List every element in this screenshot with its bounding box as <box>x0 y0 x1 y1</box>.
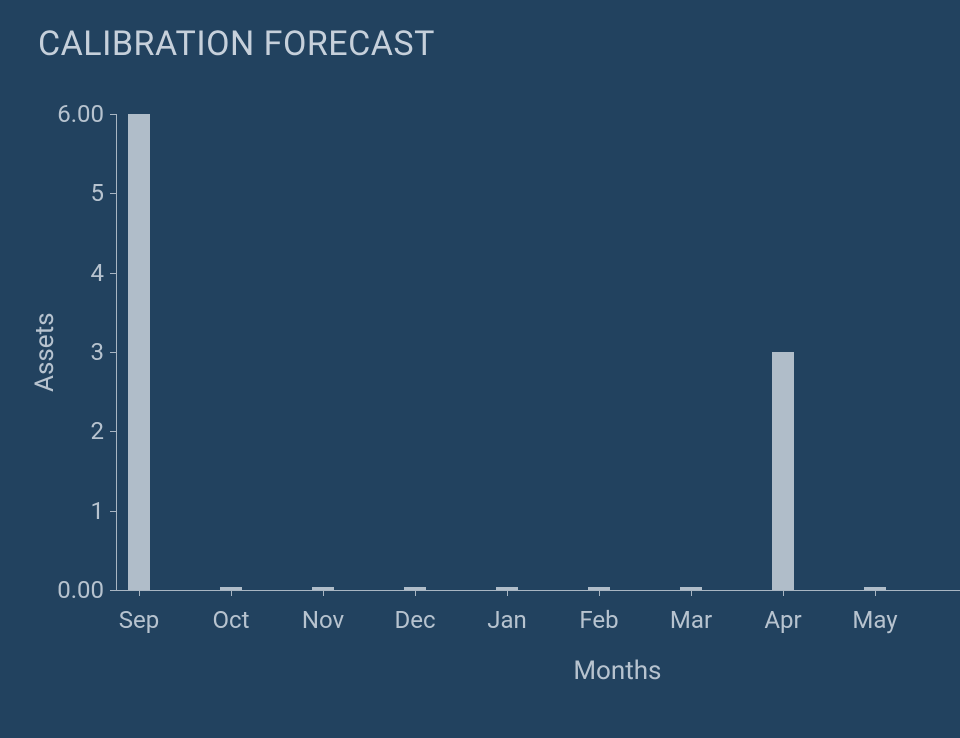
x-tick <box>599 590 600 596</box>
y-tick-label: 1 <box>91 497 105 525</box>
x-tick <box>323 590 324 596</box>
bar <box>220 587 242 590</box>
x-tick-label: Feb <box>579 606 618 634</box>
x-tick-label: Dec <box>394 606 435 634</box>
x-axis-line <box>116 590 960 591</box>
y-tick-label: 0.00 <box>57 576 104 604</box>
x-tick-label: Nov <box>302 606 344 634</box>
x-tick <box>507 590 508 596</box>
y-tick-label: 4 <box>91 259 105 287</box>
y-tick <box>110 590 116 591</box>
y-axis-title: Assets <box>30 312 60 392</box>
bar <box>588 587 610 590</box>
x-tick-label: Sep <box>119 606 159 634</box>
bar <box>864 587 886 590</box>
x-tick <box>691 590 692 596</box>
x-tick-label: Apr <box>764 606 801 634</box>
x-tick-label: Oct <box>213 606 250 634</box>
x-tick-label: May <box>852 606 897 634</box>
x-tick-label: Mar <box>670 606 712 634</box>
chart-area: 0.00 1 2 3 4 5 6.00 Sep Oct Nov Dec Jan Feb Mar Apr Ma… <box>0 0 960 738</box>
y-tick-label: 5 <box>91 179 105 207</box>
bar <box>404 587 426 590</box>
y-tick-label: 6.00 <box>57 100 104 128</box>
bar <box>128 114 150 590</box>
y-tick-label: 3 <box>91 338 105 366</box>
x-tick <box>139 590 140 596</box>
x-tick <box>231 590 232 596</box>
plot-region <box>116 114 960 590</box>
y-tick-label: 2 <box>91 417 105 445</box>
bar <box>680 587 702 590</box>
x-tick <box>783 590 784 596</box>
bar <box>496 587 518 590</box>
bar <box>772 352 794 590</box>
x-tick-label: Jan <box>487 606 527 634</box>
x-tick <box>875 590 876 596</box>
chart-panel: CALIBRATION FORECAST 0.00123456.00 SepOc… <box>0 0 960 738</box>
x-axis-title: Months <box>573 656 661 686</box>
x-tick <box>415 590 416 596</box>
bar <box>312 587 334 590</box>
